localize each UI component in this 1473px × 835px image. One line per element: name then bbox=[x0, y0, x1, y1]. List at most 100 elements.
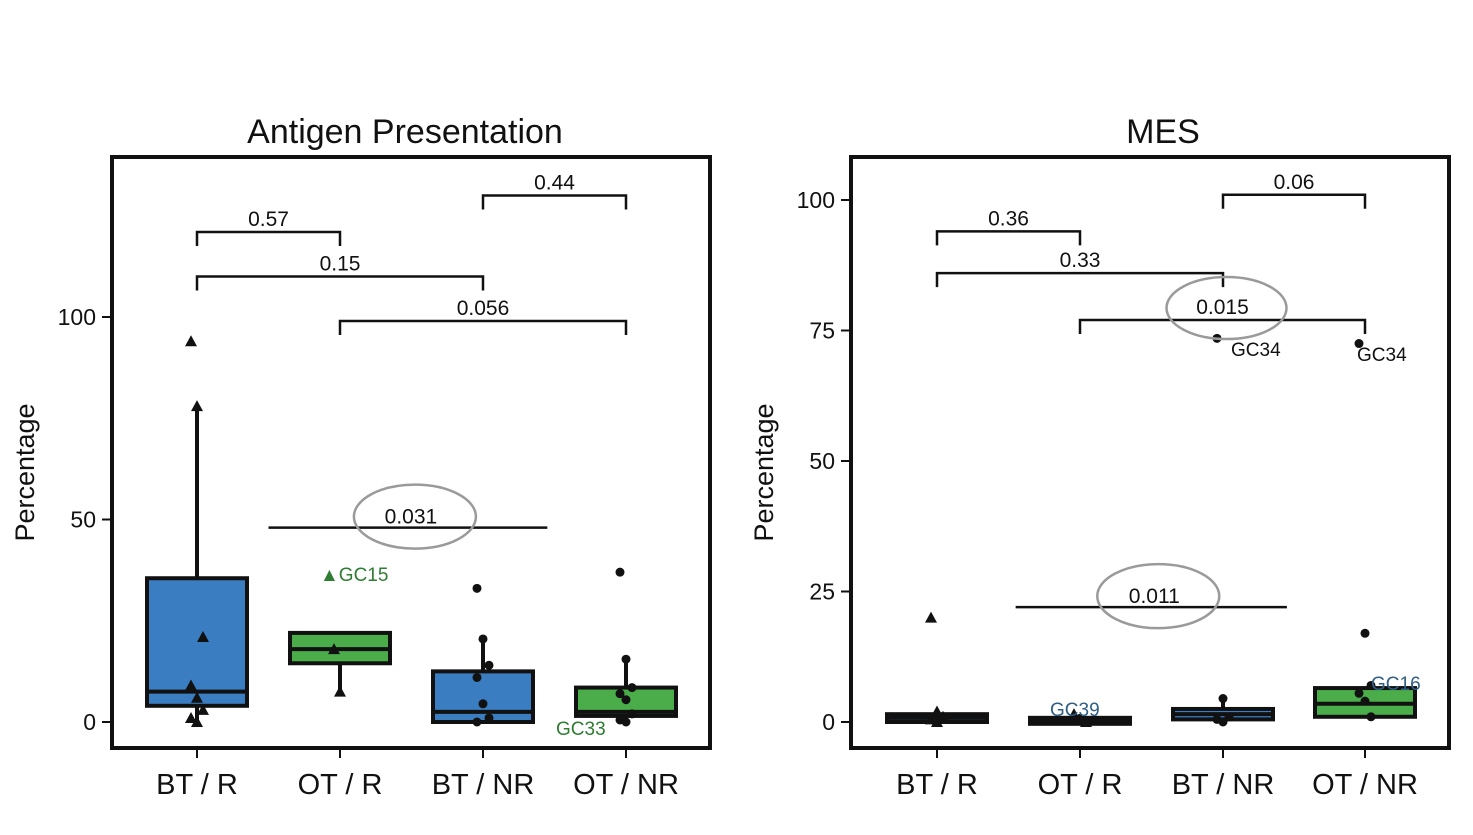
data-point bbox=[197, 703, 209, 715]
bracket-line bbox=[935, 271, 1225, 288]
data-point bbox=[931, 705, 943, 717]
data-point bbox=[1218, 717, 1228, 727]
p-value-label: 0.33 bbox=[1060, 249, 1101, 272]
data-point bbox=[621, 654, 631, 664]
y-axis-label: Percentage bbox=[749, 403, 779, 541]
data-point bbox=[627, 709, 637, 719]
point-annotation: GC16 bbox=[1371, 674, 1421, 695]
bracket-line bbox=[935, 230, 1082, 246]
data-point bbox=[1354, 339, 1364, 349]
point-annotation: GC39 bbox=[1050, 700, 1100, 721]
data-point bbox=[484, 713, 494, 723]
data-point bbox=[925, 611, 937, 623]
box-body bbox=[431, 669, 535, 724]
y-tick-label: 50 bbox=[70, 507, 96, 533]
data-point bbox=[191, 716, 203, 727]
x-tick-label: OT / NR bbox=[1312, 769, 1418, 801]
y-tick-label: 100 bbox=[797, 187, 835, 213]
significance-bracket: 0.15 bbox=[195, 253, 485, 291]
chart-title: MES bbox=[1126, 113, 1200, 151]
box-3 bbox=[1171, 333, 1275, 727]
x-tick-label: OT / R bbox=[298, 769, 383, 801]
plot-frame bbox=[849, 155, 1451, 750]
data-point bbox=[484, 660, 494, 670]
data-point bbox=[1218, 694, 1228, 704]
y-axis-label: Percentage bbox=[10, 403, 40, 541]
box-3 bbox=[431, 583, 535, 727]
x-tick-label: BT / NR bbox=[1172, 769, 1275, 801]
bracket-line bbox=[195, 275, 485, 291]
data-point bbox=[621, 695, 631, 705]
data-point bbox=[1366, 712, 1376, 722]
data-point bbox=[185, 335, 197, 347]
x-tick-label: OT / R bbox=[1038, 769, 1123, 801]
x-tick-label: OT / NR bbox=[573, 769, 679, 801]
p-value-label: 0.57 bbox=[248, 208, 289, 231]
significance-bracket: 0.06 bbox=[1221, 171, 1367, 209]
data-point bbox=[931, 716, 943, 727]
significance-bracket: 0.44 bbox=[481, 172, 628, 210]
y-tick-label: 25 bbox=[809, 579, 835, 605]
data-point bbox=[1360, 628, 1370, 638]
panel-2: MES Percentage 0 25 50 75 100 BT / R OT / R BT / … bbox=[749, 113, 1451, 801]
bracket-line bbox=[195, 230, 342, 246]
data-point bbox=[472, 672, 482, 682]
p-value-label: 0.031 bbox=[385, 506, 438, 529]
y-tick-label: 75 bbox=[809, 318, 835, 344]
box-2 bbox=[288, 630, 392, 697]
highlight-ellipse bbox=[1096, 562, 1221, 630]
y-tick-label: 0 bbox=[822, 709, 835, 735]
data-point bbox=[1360, 696, 1370, 706]
box-4 bbox=[574, 567, 678, 727]
data-point bbox=[1354, 688, 1364, 698]
chart-title: Antigen Presentation bbox=[247, 113, 563, 151]
data-point bbox=[627, 683, 637, 693]
data-point bbox=[615, 689, 625, 699]
bracket-line bbox=[1221, 193, 1367, 209]
significance-line: 0.031 bbox=[268, 483, 548, 550]
p-value-label: 0.15 bbox=[320, 253, 361, 276]
p-value-label: 0.056 bbox=[457, 297, 510, 320]
data-point bbox=[937, 710, 949, 722]
x-tick-label: BT / R bbox=[896, 769, 978, 801]
p-value-label: 0.011 bbox=[1129, 585, 1180, 608]
significance-line: 0.011 bbox=[1015, 562, 1287, 630]
p-value-label: 0.015 bbox=[1196, 296, 1249, 319]
p-value-label: 0.06 bbox=[1274, 171, 1315, 194]
y-tick-label: 0 bbox=[83, 709, 96, 735]
data-point bbox=[478, 634, 488, 644]
x-tick-label: BT / NR bbox=[432, 769, 535, 801]
significance-bracket: 0.056 bbox=[338, 297, 628, 336]
data-point bbox=[328, 643, 340, 655]
data-point bbox=[185, 679, 197, 691]
plot-frame bbox=[110, 155, 712, 750]
significance-bracket: 0.33 bbox=[935, 249, 1225, 288]
p-value-label: 0.44 bbox=[534, 172, 575, 195]
data-point bbox=[1068, 708, 1080, 720]
x-tick-label: BT / R bbox=[156, 769, 238, 801]
bracket-line bbox=[1078, 318, 1367, 335]
point-annotation: GC34 bbox=[1357, 345, 1407, 366]
point-annotation: GC34 bbox=[1231, 340, 1281, 361]
point-annotation: ▲GC15 bbox=[320, 565, 388, 586]
data-point bbox=[197, 630, 209, 642]
data-point bbox=[191, 691, 203, 703]
y-tick-label: 50 bbox=[809, 448, 835, 474]
bracket-line bbox=[481, 194, 628, 210]
point-annotation: GC33 bbox=[556, 719, 606, 740]
box-4 bbox=[1313, 339, 1417, 722]
data-point bbox=[472, 583, 482, 593]
data-point bbox=[191, 400, 203, 412]
data-point bbox=[621, 717, 631, 727]
box-2 bbox=[1028, 708, 1132, 727]
box-1 bbox=[145, 335, 249, 727]
data-point bbox=[472, 717, 482, 727]
highlight-ellipse bbox=[1165, 275, 1288, 341]
box-body bbox=[145, 576, 249, 708]
data-point bbox=[334, 685, 346, 697]
p-value-label: 0.36 bbox=[988, 207, 1029, 230]
highlight-ellipse bbox=[352, 483, 478, 550]
data-point bbox=[185, 711, 197, 723]
data-point bbox=[615, 567, 625, 577]
